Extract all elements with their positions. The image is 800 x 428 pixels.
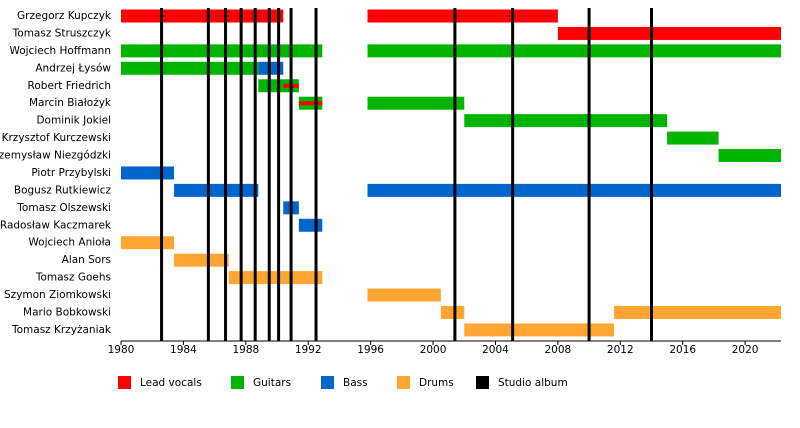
bar <box>121 44 323 58</box>
member-label: Alan Sors <box>62 254 111 266</box>
x-tick-label: 2012 <box>607 344 634 356</box>
bar-stripe <box>298 101 323 106</box>
legend-swatch <box>397 376 410 389</box>
member-label: Wojciech Hoffmann <box>9 45 111 57</box>
member-label: Grzegorz Kupczyk <box>17 10 112 22</box>
bar <box>121 236 175 250</box>
x-tick-label: 1988 <box>232 344 259 356</box>
legend-label: Lead vocals <box>140 377 202 389</box>
member-label: Andrzej Łysów <box>35 62 111 74</box>
x-tick-label: 2016 <box>669 344 696 356</box>
member-label: Tomasz Struszczyk <box>12 27 112 39</box>
member-label: Piotr Przybylski <box>31 167 111 179</box>
bar <box>557 26 781 40</box>
bar <box>367 288 441 302</box>
member-label: Szymon Ziomkowski <box>4 289 111 301</box>
bar <box>614 305 781 319</box>
bar <box>121 166 175 180</box>
bar <box>174 183 259 197</box>
legend-label: Studio album <box>498 377 568 389</box>
x-tick-label: 2020 <box>732 344 759 356</box>
legend-label: Bass <box>343 377 368 389</box>
x-tick-label: 1984 <box>170 344 197 356</box>
bar <box>258 61 284 75</box>
legend-swatch <box>118 376 131 389</box>
legend-label: Guitars <box>253 377 291 389</box>
member-label: Robert Friedrich <box>28 80 111 92</box>
bar <box>121 61 259 75</box>
member-label: Radosław Kaczmarek <box>0 219 112 231</box>
member-label: Tomasz Goehs <box>35 272 111 284</box>
member-label: Mario Bobkowski <box>23 306 111 318</box>
member-label: Dominik Jokiel <box>36 115 111 127</box>
member-label: Marcin Białożyk <box>29 97 112 109</box>
bar <box>464 323 615 337</box>
legend-label: Drums <box>419 377 454 389</box>
bar <box>228 271 323 285</box>
bar <box>367 183 781 197</box>
legend-swatch <box>476 376 489 389</box>
bar <box>440 305 465 319</box>
bar <box>367 96 465 110</box>
bar <box>298 218 323 232</box>
legend-swatch <box>321 376 334 389</box>
bar <box>367 44 781 58</box>
bar <box>121 9 284 23</box>
bar <box>667 131 719 145</box>
bar <box>174 253 229 267</box>
member-label: Krzysztof Kurczewski <box>2 132 111 144</box>
member-label: Wojciech Anioła <box>28 237 111 249</box>
member-label: Tomasz Krzyżaniak <box>11 324 112 336</box>
x-tick-label: 2000 <box>420 344 447 356</box>
member-label: Tomasz Olszewski <box>16 202 111 214</box>
legend-swatch <box>231 376 244 389</box>
bar <box>464 114 668 128</box>
x-tick-label: 2004 <box>482 344 509 356</box>
x-tick-label: 1980 <box>108 344 135 356</box>
bar <box>718 149 781 163</box>
bar <box>367 9 558 23</box>
x-tick-label: 2008 <box>545 344 572 356</box>
member-label: Bogusz Rutkiewicz <box>14 184 112 196</box>
member-label: Przemysław Niezgódzki <box>0 150 111 162</box>
x-tick-label: 1992 <box>295 344 322 356</box>
x-tick-label: 1996 <box>357 344 384 356</box>
